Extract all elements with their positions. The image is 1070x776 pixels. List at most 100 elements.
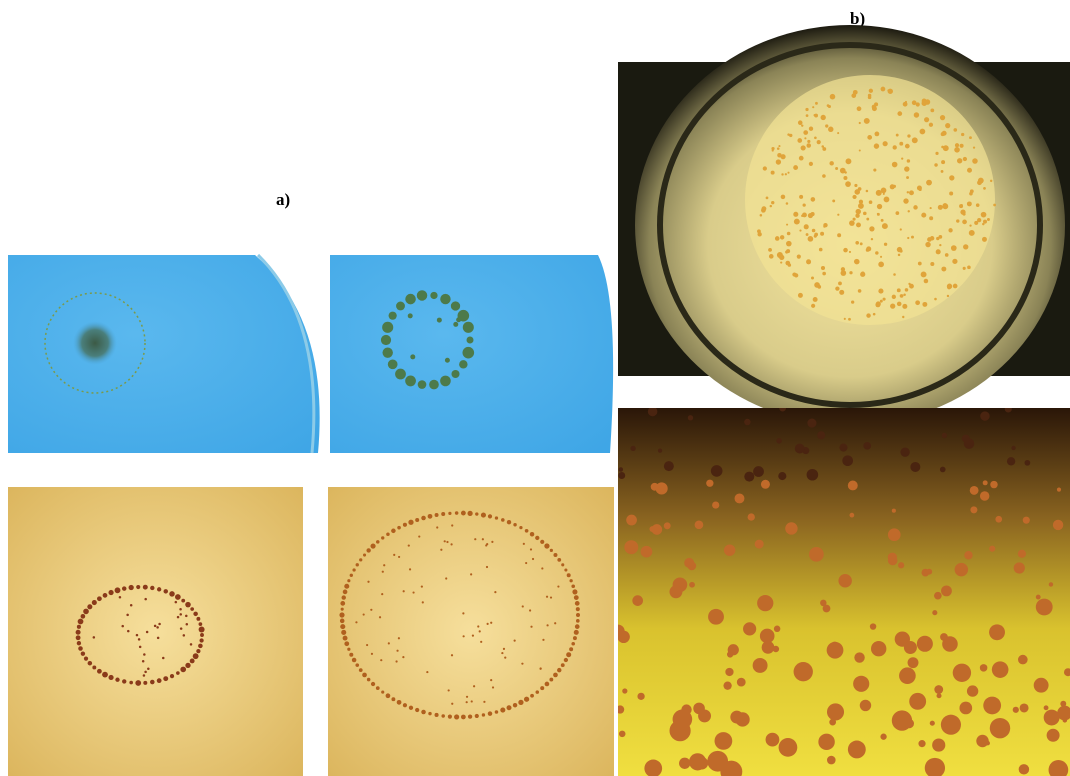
droplet	[462, 612, 465, 615]
droplet	[440, 375, 451, 387]
droplet	[451, 524, 454, 527]
droplet	[370, 608, 373, 611]
droplet	[774, 236, 780, 241]
droplet	[820, 599, 827, 607]
droplet	[114, 587, 121, 594]
droplet	[952, 283, 958, 289]
droplet	[121, 586, 127, 591]
droplet	[1033, 677, 1049, 693]
droplet	[855, 208, 861, 215]
droplet	[880, 187, 887, 194]
droplet	[355, 621, 358, 624]
droplet	[397, 637, 401, 640]
droplet	[362, 672, 367, 678]
droplet	[1056, 487, 1062, 492]
droplet	[97, 668, 102, 674]
droplet	[930, 262, 935, 267]
droplet	[572, 589, 578, 595]
droplet	[869, 623, 877, 630]
droplet	[560, 663, 565, 668]
droplet	[142, 584, 148, 590]
droplet	[839, 443, 848, 452]
droplet	[531, 557, 535, 561]
droplet	[730, 710, 744, 724]
droplet	[650, 482, 659, 491]
droplet	[566, 652, 572, 658]
droplet	[968, 230, 975, 236]
droplet	[522, 542, 525, 545]
droplet	[947, 285, 952, 290]
droplet	[843, 175, 848, 180]
droplet	[192, 653, 199, 660]
droplet	[803, 130, 809, 135]
droplet	[879, 299, 883, 303]
droplet	[176, 615, 180, 619]
droplet	[415, 707, 420, 713]
droplet	[366, 643, 369, 647]
droplet	[960, 203, 963, 207]
droplet	[415, 517, 420, 522]
droplet	[624, 540, 639, 555]
droplet	[626, 514, 637, 526]
droplet	[873, 168, 877, 172]
droplet	[989, 624, 1005, 641]
droplet	[989, 179, 993, 183]
droplet	[799, 229, 802, 232]
droplet	[875, 189, 882, 196]
droplet	[808, 161, 814, 166]
droplet	[375, 686, 380, 691]
droplet	[880, 733, 887, 740]
droplet	[694, 520, 704, 530]
droplet	[156, 626, 159, 629]
droplet	[911, 137, 918, 144]
droplet	[961, 132, 965, 137]
droplet	[779, 235, 785, 240]
droplet	[396, 649, 399, 652]
droplet	[913, 112, 920, 118]
photo-closeup	[618, 408, 1070, 776]
droplet	[903, 641, 917, 655]
droplet	[436, 317, 442, 323]
droplet	[355, 563, 359, 567]
droplet	[366, 548, 371, 553]
droplet	[573, 595, 579, 601]
droplet	[892, 145, 897, 150]
droplet	[919, 128, 926, 135]
droplet	[478, 630, 481, 633]
droplet	[138, 645, 142, 649]
droplet	[521, 605, 524, 608]
droplet	[806, 468, 819, 481]
droplet	[380, 659, 383, 662]
droplet	[199, 638, 204, 643]
droplet	[752, 657, 768, 673]
droplet	[921, 272, 927, 277]
droplet	[993, 203, 997, 207]
droplet	[849, 512, 855, 518]
droplet	[970, 506, 978, 514]
droplet	[876, 203, 883, 210]
droplet	[849, 271, 853, 275]
droplet	[490, 678, 493, 682]
droplet	[521, 662, 524, 665]
droplet	[462, 321, 474, 333]
droplet	[339, 612, 345, 618]
droplet	[351, 657, 357, 663]
droplet	[391, 528, 396, 534]
droplet	[778, 472, 787, 481]
droplet	[340, 624, 346, 630]
droplet	[797, 292, 803, 298]
droplet	[854, 183, 858, 188]
droplet	[954, 562, 969, 577]
droplet	[427, 513, 433, 519]
droplet	[843, 247, 848, 253]
droplet	[453, 321, 459, 327]
droplet	[179, 607, 182, 611]
droplet	[873, 143, 880, 149]
droplet	[569, 647, 574, 652]
droplet	[771, 149, 774, 152]
droplet	[417, 380, 427, 389]
droplet	[825, 124, 829, 128]
droplet	[456, 317, 462, 323]
droplet	[866, 313, 871, 318]
droplet	[480, 512, 486, 518]
